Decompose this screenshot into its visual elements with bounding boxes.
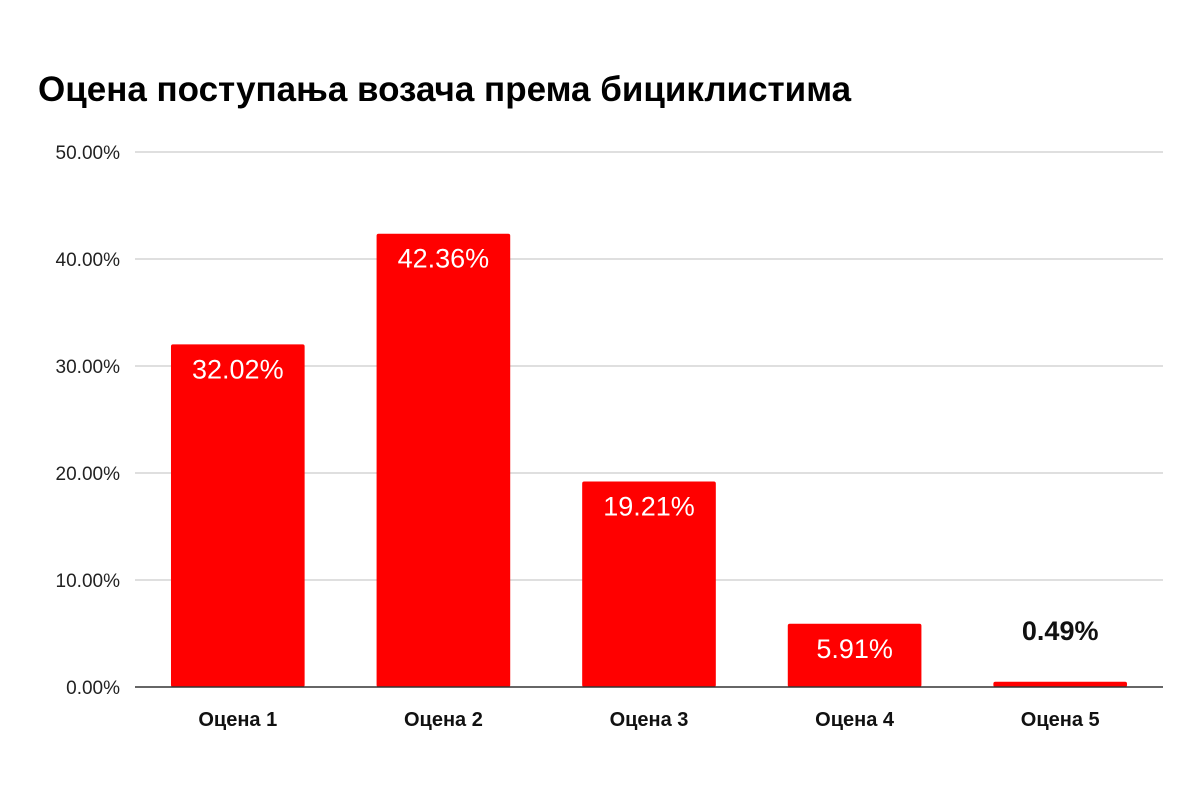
bar <box>787 623 922 687</box>
category-label: Оцена 5 <box>1021 709 1100 731</box>
y-axis-tick-labels: 0.00% 10.00% 20.00% 30.00% 40.00% 50.00% <box>56 143 121 699</box>
y-tick-label: 10.00% <box>56 571 121 592</box>
data-labels: 32.02% 42.36% 19.21% 5.91% 0.49% <box>192 244 1098 664</box>
y-tick-label: 0.00% <box>66 678 120 699</box>
y-tick-label: 30.00% <box>56 357 121 378</box>
data-label: 19.21% <box>603 491 695 521</box>
bar <box>582 481 716 687</box>
bars <box>170 233 1128 688</box>
gridlines <box>135 151 1163 581</box>
data-label: 0.49% <box>1022 616 1099 646</box>
category-label: Оцена 1 <box>198 709 277 731</box>
category-label: Оцена 2 <box>404 709 483 731</box>
y-tick-label: 50.00% <box>56 143 121 164</box>
data-label: 42.36% <box>398 244 490 274</box>
x-axis-category-labels: Оцена 1 Оцена 2 Оцена 3 Оцена 4 Оцена 5 <box>198 709 1099 731</box>
y-tick-label: 40.00% <box>56 250 121 271</box>
category-label: Оцена 3 <box>610 709 689 731</box>
bar <box>376 233 511 688</box>
y-tick-label: 20.00% <box>56 464 121 485</box>
data-label: 5.91% <box>816 634 893 664</box>
data-label: 32.02% <box>192 354 284 384</box>
chart-title: Оцена поступања возача према бициклистим… <box>38 70 852 109</box>
category-label: Оцена 4 <box>815 709 895 731</box>
bar <box>170 344 305 687</box>
bar <box>993 681 1128 687</box>
